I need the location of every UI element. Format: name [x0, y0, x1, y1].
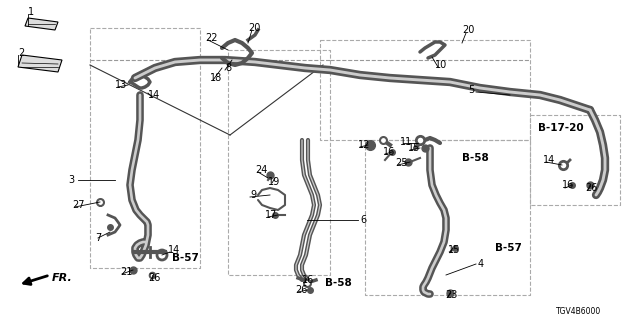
Text: 4: 4 — [478, 259, 484, 269]
Text: 2: 2 — [18, 48, 24, 58]
Text: 14: 14 — [543, 155, 556, 165]
Text: 16: 16 — [383, 147, 396, 157]
Text: 26: 26 — [148, 273, 161, 283]
Text: 18: 18 — [210, 73, 222, 83]
Text: 16: 16 — [562, 180, 574, 190]
Text: B-17-20: B-17-20 — [538, 123, 584, 133]
Text: 14: 14 — [148, 90, 160, 100]
Polygon shape — [25, 18, 58, 30]
Text: 3: 3 — [68, 175, 74, 185]
Text: 25: 25 — [395, 158, 408, 168]
Text: 21: 21 — [120, 267, 132, 277]
Text: 20: 20 — [462, 25, 474, 35]
Text: 14: 14 — [168, 245, 180, 255]
Text: 5: 5 — [468, 85, 474, 95]
Text: B-58: B-58 — [462, 153, 489, 163]
Text: TGV4B6000: TGV4B6000 — [556, 308, 601, 316]
Text: 11: 11 — [400, 137, 412, 147]
Text: 8: 8 — [225, 63, 231, 73]
Text: 20: 20 — [248, 23, 260, 33]
Text: 17: 17 — [265, 210, 277, 220]
Text: FR.: FR. — [52, 273, 73, 283]
Text: 27: 27 — [72, 200, 84, 210]
Text: 6: 6 — [360, 215, 366, 225]
Text: 24: 24 — [255, 165, 268, 175]
Text: 22: 22 — [205, 33, 218, 43]
Text: 15: 15 — [448, 245, 460, 255]
Text: 13: 13 — [115, 80, 127, 90]
Text: 10: 10 — [435, 60, 447, 70]
Text: 1: 1 — [28, 7, 34, 17]
Text: B-57: B-57 — [172, 253, 199, 263]
Text: 15: 15 — [408, 143, 420, 153]
Text: 19: 19 — [268, 177, 280, 187]
Text: 23: 23 — [445, 290, 458, 300]
Text: 9: 9 — [250, 190, 256, 200]
Polygon shape — [18, 55, 62, 72]
Text: 7: 7 — [95, 233, 101, 243]
Text: 26: 26 — [585, 183, 597, 193]
Text: 26: 26 — [295, 285, 307, 295]
Text: B-58: B-58 — [325, 278, 352, 288]
Text: B-57: B-57 — [495, 243, 522, 253]
Text: 12: 12 — [358, 140, 371, 150]
Text: 16: 16 — [302, 275, 314, 285]
